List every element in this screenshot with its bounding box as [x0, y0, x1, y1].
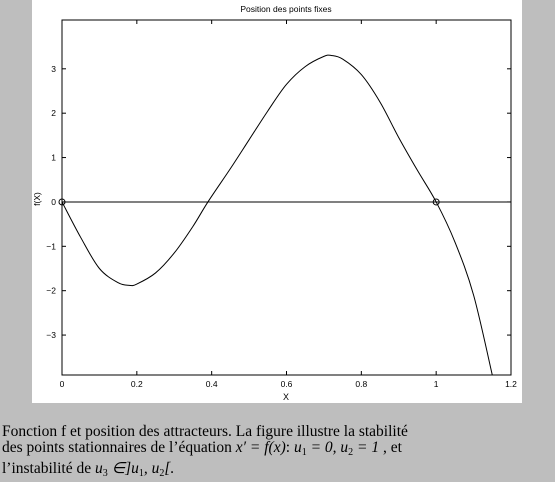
math-u: u	[293, 439, 302, 456]
math-subscript: 1	[138, 468, 144, 479]
chart-title: Position des points fixes	[240, 4, 331, 14]
caption-line-2: des points stationnaires de l’équation x…	[2, 440, 555, 461]
figure-panel: Position des points fixes 0 0.2 0.4 0.6 0.8 1…	[32, 0, 522, 403]
function-plot: Position des points fixes 0 0.2 0.4 0.6 0.8 1…	[32, 4, 517, 402]
y-tick-label: 0	[51, 197, 56, 207]
caption-text: l’instabilité de	[2, 460, 95, 477]
tick-layer: 0 0.2 0.4 0.6 0.8 1 1.2 −3 −2 −1 0 1 2 3	[46, 20, 517, 389]
y-tick-label: 3	[51, 64, 56, 74]
equation: x′ = f(x)	[235, 439, 286, 456]
math-text: = 0, u	[306, 439, 349, 456]
caption-text: des points stationnaires de l’équation	[2, 439, 236, 456]
math-u: u	[94, 460, 103, 477]
x-tick-label: 0.2	[131, 379, 143, 389]
fixed-point-marker	[432, 198, 440, 206]
y-tick-label: −2	[46, 286, 56, 296]
data-layer	[58, 54, 511, 376]
y-tick-label: 1	[51, 153, 56, 163]
math-subscript: 2	[159, 468, 165, 479]
function-curve	[61, 54, 493, 376]
caption-text: :	[285, 439, 294, 456]
x-tick-label: 1	[434, 379, 439, 389]
figure-caption: Fonction f et position des attracteurs. …	[2, 424, 555, 482]
y-axis-label: f(X)	[32, 192, 42, 206]
x-tick-label: 1.2	[505, 379, 517, 389]
caption-line-3: l’instabilité de u3 ∈]u1, u2[.	[2, 461, 555, 482]
math-text: [.	[164, 460, 175, 477]
math-text: , u	[143, 460, 160, 477]
math-subscript: 2	[348, 447, 354, 458]
y-tick-label: −3	[46, 330, 56, 340]
caption-line-1: Fonction f et position des attracteurs. …	[2, 423, 408, 440]
y-tick-label: 2	[51, 108, 56, 118]
y-tick-label: −1	[46, 241, 56, 251]
math-text: ∈]u	[107, 460, 139, 477]
plot-area-frame	[61, 19, 512, 376]
x-tick-label: 0	[60, 379, 65, 389]
x-tick-label: 0.6	[281, 379, 293, 389]
caption-text: , et	[379, 439, 402, 456]
math-text: = 1	[353, 439, 380, 456]
math-subscript: 1	[301, 447, 307, 458]
x-tick-label: 0.8	[355, 379, 367, 389]
fixed-point-marker	[58, 198, 66, 206]
x-tick-label: 0.4	[206, 379, 218, 389]
math-subscript: 3	[102, 468, 108, 479]
x-axis-label: X	[283, 392, 289, 402]
